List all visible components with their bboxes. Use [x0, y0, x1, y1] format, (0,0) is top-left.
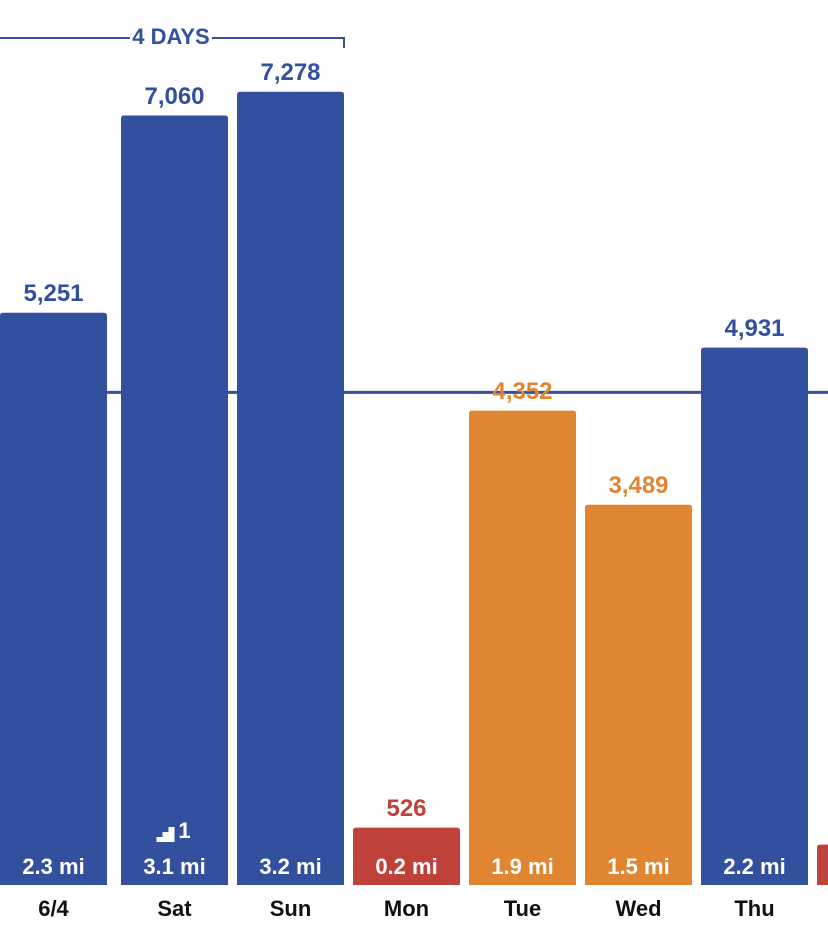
x-tick-label: Tue	[504, 896, 541, 921]
distance-label: 0.2 mi	[375, 854, 437, 879]
distance-label: 3.2 mi	[259, 854, 321, 879]
bar	[469, 410, 576, 885]
bar	[701, 347, 808, 885]
value-label: 526	[386, 795, 426, 822]
distance-label: 3.1 mi	[143, 854, 205, 879]
value-label: 7,060	[144, 83, 204, 110]
bar	[0, 312, 107, 885]
streak-bracket	[0, 37, 345, 48]
bar	[121, 115, 228, 886]
value-label: 5,251	[23, 280, 83, 307]
x-tick-label: Mon	[384, 896, 429, 921]
bar	[585, 504, 692, 885]
value-label: 4,931	[724, 315, 784, 342]
x-tick-label: Sun	[270, 896, 312, 921]
distance-label: 2.2 mi	[723, 854, 785, 879]
value-label: 7,278	[260, 59, 320, 86]
bar	[237, 91, 344, 885]
distance-label: 2.3 mi	[22, 854, 84, 879]
floors-label: 1	[178, 818, 190, 843]
bar	[817, 844, 828, 885]
stairs-icon	[150, 827, 175, 842]
x-tick-label: Sat	[157, 896, 192, 921]
x-tick-label: 6/4	[38, 896, 69, 921]
distance-label: 1.5 mi	[607, 854, 669, 879]
streak-label: 4 DAYS	[132, 24, 209, 49]
value-label: 3,489	[608, 472, 668, 499]
value-label: 4,352	[492, 378, 552, 405]
x-tick-label: Thu	[734, 896, 774, 921]
x-tick-label: Wed	[615, 896, 661, 921]
distance-label: 1.9 mi	[491, 854, 553, 879]
bar	[353, 827, 460, 885]
